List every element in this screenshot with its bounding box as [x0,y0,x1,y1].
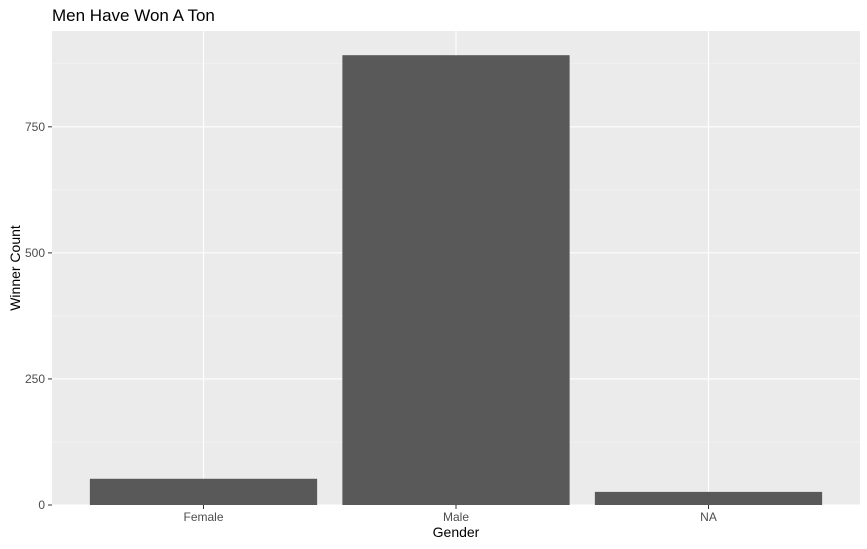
chart-title: Men Have Won A Ton [52,6,215,25]
y-axis-title: Winner Count [7,225,23,311]
y-axis: 0 250 500 750 [25,120,52,512]
y-tick-label: 750 [25,120,45,134]
x-tick-label: NA [700,510,717,524]
bar-na [594,491,823,505]
x-tick-label: Male [443,510,469,524]
y-tick-label: 250 [25,372,45,386]
bar-female [89,478,318,505]
y-tick-label: 500 [25,246,45,260]
x-tick-label: Female [183,510,223,524]
x-axis-title: Gender [432,524,480,540]
x-axis: Female Male NA [183,505,717,524]
bars [89,55,823,505]
y-tick-label: 0 [38,498,45,512]
bar-male [342,55,570,505]
